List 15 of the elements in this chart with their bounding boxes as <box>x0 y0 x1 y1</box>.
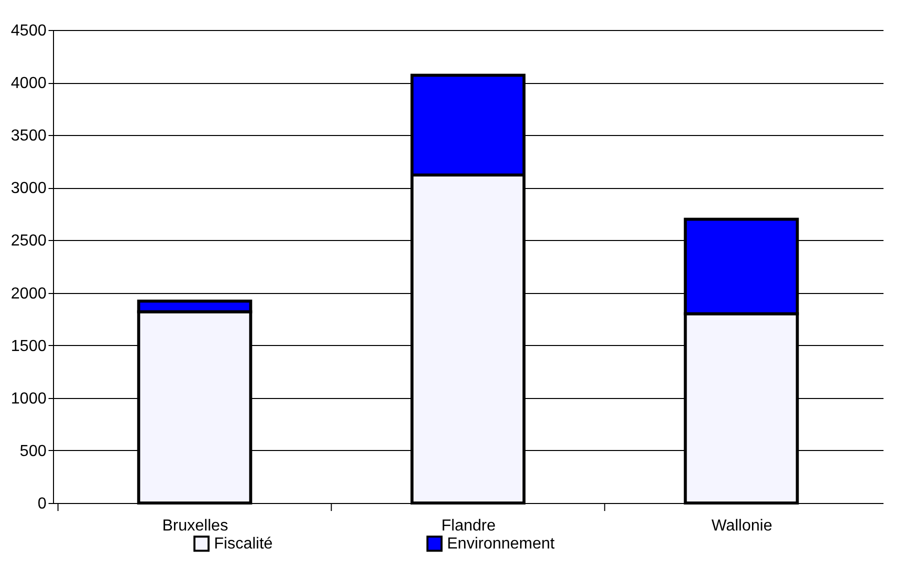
legend-label: Environnement <box>447 536 556 553</box>
y-tick-label: 3000 <box>10 180 47 198</box>
y-tick-label: 2000 <box>10 285 47 302</box>
y-tick-label: 3500 <box>10 128 47 145</box>
y-tick-label: 500 <box>20 442 47 460</box>
y-tick-label: 0 <box>38 496 47 512</box>
x-tick-label: Wallonie <box>711 518 772 534</box>
y-tick-label: 2500 <box>10 232 47 250</box>
legend-label: Fiscalité <box>214 536 273 553</box>
x-tick-label: Bruxelles <box>162 518 228 534</box>
y-tick-label: 1500 <box>10 338 47 355</box>
y-tick-label: 1000 <box>10 390 47 408</box>
y-tick-label: 4000 <box>10 75 47 92</box>
x-tick-label: Flandre <box>441 518 496 534</box>
y-tick-label: 4500 <box>10 22 47 40</box>
